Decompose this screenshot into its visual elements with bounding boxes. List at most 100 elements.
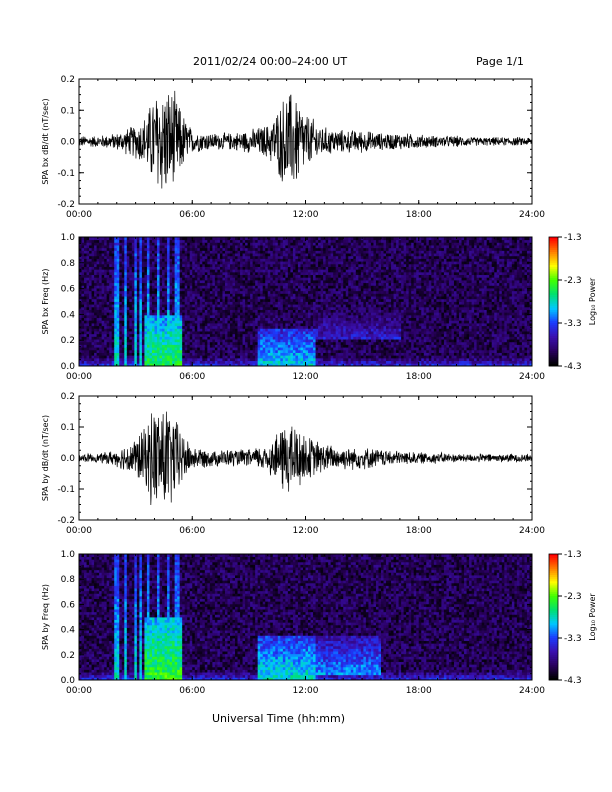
spectrogram-cell [275, 250, 278, 253]
spectrogram-cell [112, 299, 115, 302]
spectrogram-cell [107, 320, 110, 323]
spectrogram-cell [180, 261, 183, 264]
spectrogram-cell [104, 264, 107, 267]
spectrogram-cell [303, 304, 306, 307]
spectrogram-cell [288, 347, 291, 350]
spectrogram-cell [253, 245, 256, 248]
spectrogram-cell [129, 350, 132, 353]
spectrogram-cell [144, 304, 147, 307]
spectrogram-cell [328, 302, 331, 305]
spectrogram-cell [195, 355, 198, 358]
spectrogram-cell [117, 336, 120, 339]
spectrogram-cell [200, 256, 203, 259]
spectrogram-cell [250, 323, 253, 326]
spectrogram-cell [275, 285, 278, 288]
spectrogram-cell [300, 358, 303, 361]
spectrogram-cell [265, 293, 268, 296]
spectrogram-cell [222, 264, 225, 267]
spectrogram-cell [308, 299, 311, 302]
spectrogram-cell [170, 267, 173, 270]
spectrogram-cell [303, 345, 306, 348]
spectrogram-cell [139, 293, 142, 296]
spectrogram-cell [137, 256, 140, 259]
spectrogram-cell [109, 288, 112, 291]
spectrogram-cell [89, 280, 92, 283]
spectrogram-cell [167, 267, 170, 270]
spectrogram-cell [175, 315, 178, 318]
spectrogram-cell [132, 350, 135, 353]
spectrogram-cell [288, 256, 291, 259]
spectrogram-cell [260, 248, 263, 251]
spectrogram-cell [165, 288, 168, 291]
spectrogram-cell [89, 323, 92, 326]
spectrogram-cell [109, 269, 112, 272]
spectrogram-cell [142, 259, 145, 262]
spectrogram-cell [82, 355, 85, 358]
spectrogram-cell [89, 320, 92, 323]
spectrogram-cell [300, 347, 303, 350]
spectrogram-cell [298, 261, 301, 264]
spectrogram-cell [326, 275, 329, 278]
spectrogram-cell [243, 259, 246, 262]
spectrogram-cell [263, 248, 266, 251]
spectrogram-cell [311, 269, 314, 272]
spectrogram-cell [263, 280, 266, 283]
spectrogram-cell [109, 331, 112, 334]
spectrogram-cell [197, 267, 200, 270]
spectrogram-cell [185, 358, 188, 361]
spectrogram-cell [225, 293, 228, 296]
spectrogram-cell [215, 302, 218, 305]
spectrogram-cell [157, 315, 160, 318]
spectrogram-cell [318, 280, 321, 283]
spectrogram-cell [99, 318, 102, 321]
spectrogram-cell [210, 345, 213, 348]
spectrogram-cell [263, 320, 266, 323]
spectrogram-cell [137, 277, 140, 280]
spectrogram-cell [290, 304, 293, 307]
spectrogram-cell [306, 342, 309, 345]
spectrogram-cell [162, 320, 165, 323]
spectrogram-cell [235, 245, 238, 248]
spectrogram-cell [288, 280, 291, 283]
spectrogram-cell [245, 256, 248, 259]
spectrogram-cell [142, 355, 145, 358]
spectrogram-cell [321, 312, 324, 315]
spectrogram-cell [190, 242, 193, 245]
spectrogram-cell [295, 288, 298, 291]
spectrogram-cell [248, 312, 251, 315]
spectrogram-cell [331, 291, 334, 294]
spectrogram-cell [300, 248, 303, 251]
spectrogram-cell [250, 328, 253, 331]
spectrogram-cell [278, 261, 281, 264]
spectrogram-cell [245, 310, 248, 313]
spectrogram-cell [155, 345, 158, 348]
spectrogram-cell [122, 310, 125, 313]
spectrogram-cell [187, 296, 190, 299]
spectrogram-cell [225, 350, 228, 353]
spectrogram-cell [197, 331, 200, 334]
spectrogram-cell [144, 253, 147, 256]
spectrogram-cell [144, 318, 147, 321]
spectrogram-cell [119, 315, 122, 318]
spectrogram-cell [127, 302, 130, 305]
spectrogram-cell [245, 353, 248, 356]
spectrogram-cell [192, 299, 195, 302]
spectrogram-cell [222, 272, 225, 275]
spectrogram-cell [129, 291, 132, 294]
spectrogram-cell [124, 256, 127, 259]
spectrogram-cell [202, 253, 205, 256]
spectrogram-cell [107, 264, 110, 267]
spectrogram-cell [89, 293, 92, 296]
spectrogram-cell [308, 285, 311, 288]
spectrogram-cell [303, 261, 306, 264]
spectrogram-cell [97, 245, 100, 248]
spectrogram-cell [255, 293, 258, 296]
spectrogram-cell [215, 323, 218, 326]
spectrogram-cell [225, 267, 228, 270]
spectrogram-cell [222, 355, 225, 358]
spectrogram-cell [137, 345, 140, 348]
spectrogram-cell [195, 350, 198, 353]
spectrogram-cell [197, 326, 200, 329]
spectrogram-cell [333, 342, 336, 345]
spectrogram-cell [205, 280, 208, 283]
